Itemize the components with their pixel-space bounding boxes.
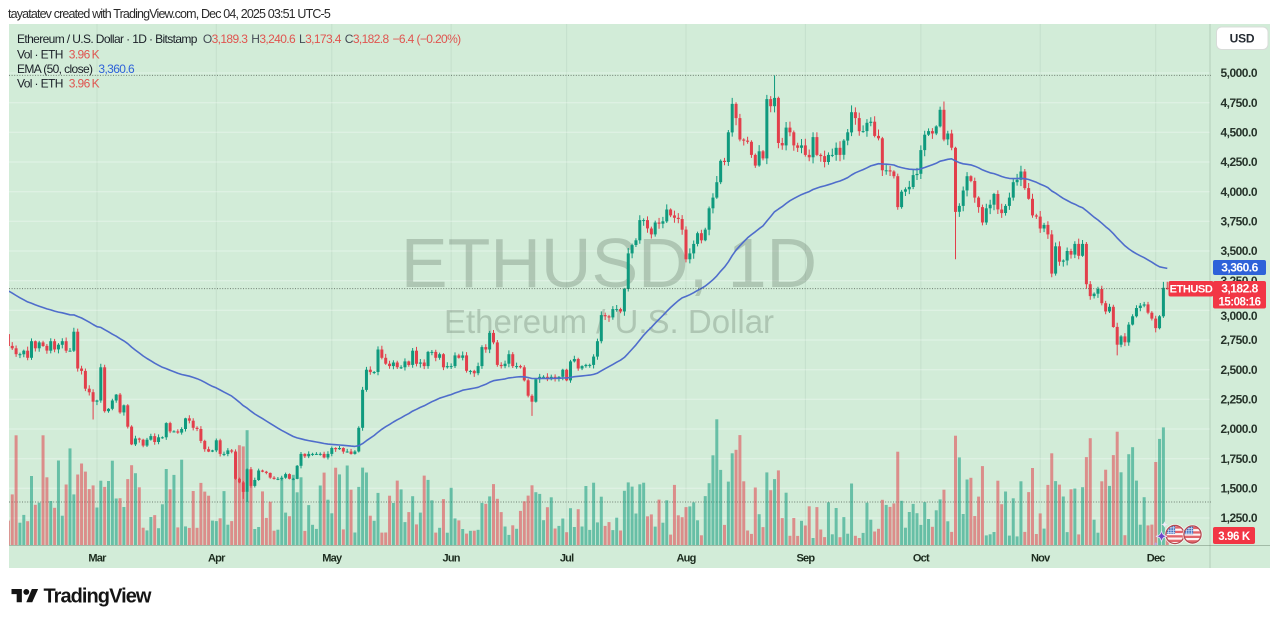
svg-text:Jul: Jul <box>560 553 574 565</box>
svg-text:4,500.0: 4,500.0 <box>1220 126 1257 140</box>
svg-text:5,000.0: 5,000.0 <box>1220 66 1257 80</box>
svg-text:3,000.0: 3,000.0 <box>1220 309 1257 323</box>
svg-text:tayatatev created with Trading: tayatatev created with TradingView.com, … <box>8 7 331 21</box>
svg-text:ETHUSD: ETHUSD <box>1170 284 1213 296</box>
svg-text:TradingView: TradingView <box>44 586 152 608</box>
svg-text:3,500.0: 3,500.0 <box>1220 244 1257 258</box>
svg-text:1,250.0: 1,250.0 <box>1220 511 1257 525</box>
svg-text:4,750.0: 4,750.0 <box>1220 96 1257 110</box>
svg-text:4,000.0: 4,000.0 <box>1220 185 1257 199</box>
svg-text:2,250.0: 2,250.0 <box>1220 393 1257 407</box>
svg-text:Ethereum / U.S. Dollar · 1D ·: Ethereum / U.S. Dollar · 1D · Bitstamp O3… <box>17 32 461 46</box>
svg-text:15:08:16: 15:08:16 <box>1218 297 1260 309</box>
svg-text:ETHUSD, 1D: ETHUSD, 1D <box>401 224 817 302</box>
svg-text:Dec: Dec <box>1147 553 1165 565</box>
svg-text:1,500.0: 1,500.0 <box>1220 482 1257 496</box>
svg-text:May: May <box>322 553 343 565</box>
svg-text:EMA (50, close)3,360.6: EMA (50, close) 3,360.6 <box>17 62 135 76</box>
svg-text:3,750.0: 3,750.0 <box>1220 215 1257 229</box>
svg-text:1,750.0: 1,750.0 <box>1220 452 1257 466</box>
svg-text:USD: USD <box>1230 32 1255 46</box>
svg-text:Nov: Nov <box>1031 553 1051 565</box>
svg-text:Jun: Jun <box>443 553 461 565</box>
svg-text:2,500.0: 2,500.0 <box>1220 363 1257 377</box>
svg-text:3.96 K: 3.96 K <box>1218 531 1251 543</box>
svg-text:Aug: Aug <box>677 553 696 565</box>
svg-text:Mar: Mar <box>88 553 107 565</box>
svg-text:Apr: Apr <box>208 553 226 565</box>
svg-text:2,750.0: 2,750.0 <box>1220 333 1257 347</box>
svg-text:Sep: Sep <box>797 553 816 565</box>
svg-text:2,000.0: 2,000.0 <box>1220 422 1257 436</box>
svg-text:3,182.8: 3,182.8 <box>1221 282 1258 296</box>
svg-text:3,360.6: 3,360.6 <box>1221 261 1258 275</box>
svg-text:4,250.0: 4,250.0 <box>1220 155 1257 169</box>
svg-text:Oct: Oct <box>913 553 930 565</box>
